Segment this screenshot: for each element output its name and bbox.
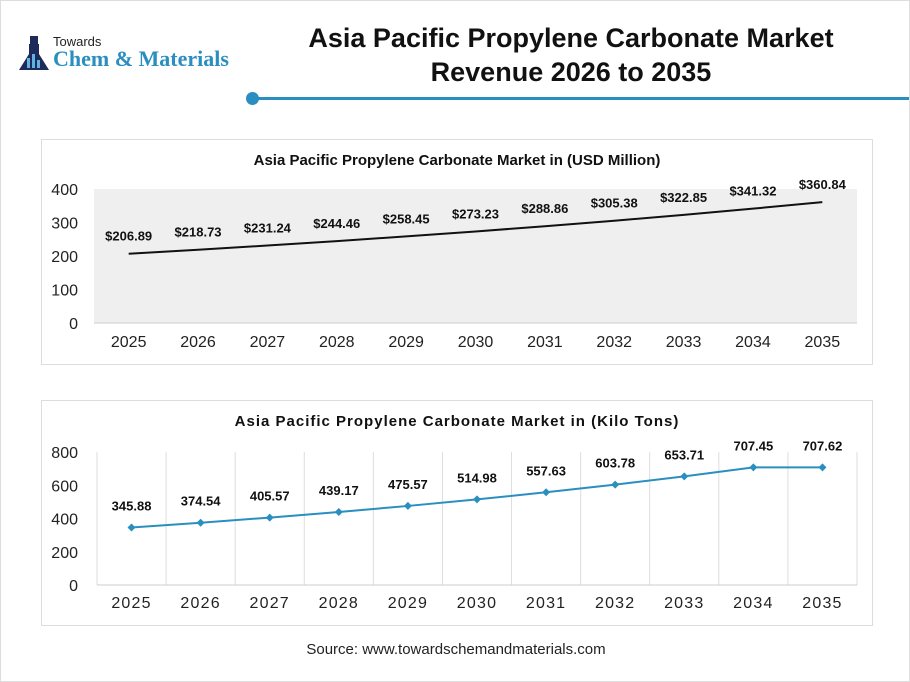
data-point	[127, 523, 136, 532]
y-tick-label: 0	[69, 316, 78, 333]
data-label: 707.45	[733, 438, 773, 453]
y-tick-label: 300	[51, 216, 78, 233]
data-label: 653.71	[664, 447, 704, 462]
x-tick-label: 2034	[735, 334, 771, 351]
y-tick-label: 0	[69, 578, 78, 595]
data-label: $258.45	[383, 211, 430, 226]
y-tick-label: 100	[51, 283, 78, 300]
logo-line1: Towards	[53, 34, 102, 49]
data-point	[473, 495, 481, 504]
y-tick-label: 600	[51, 478, 78, 495]
y-tick-label: 200	[51, 249, 78, 266]
data-label: 345.88	[112, 498, 152, 513]
y-tick-label: 400	[51, 182, 78, 199]
volume-chart: Asia Pacific Propylene Carbonate Market …	[51, 413, 858, 612]
data-point	[542, 488, 551, 497]
data-label: $244.46	[313, 216, 360, 231]
flask-icon	[19, 36, 49, 70]
data-label: $206.89	[105, 229, 152, 244]
chart-title: Asia Pacific Propylene Carbonate Market …	[235, 413, 680, 430]
x-tick-label: 2033	[664, 595, 704, 612]
series-line	[128, 201, 823, 255]
x-tick-label: 2025	[111, 334, 147, 351]
x-tick-label: 2027	[250, 334, 286, 351]
data-label: 405.57	[250, 489, 290, 504]
chart-title: Asia Pacific Propylene Carbonate Market …	[254, 152, 661, 169]
x-tick-label: 2034	[733, 595, 773, 612]
data-label: $218.73	[175, 225, 222, 240]
data-label: 475.57	[388, 477, 428, 492]
x-tick-label: 2032	[595, 595, 635, 612]
x-tick-label: 2030	[457, 595, 497, 612]
source-text: Source: www.towardschemandmaterials.com	[306, 641, 606, 658]
data-label: 603.78	[595, 456, 635, 471]
data-label: $305.38	[591, 196, 638, 211]
y-tick-label: 800	[51, 445, 78, 462]
x-tick-label: 2026	[180, 595, 220, 612]
x-tick-label: 2031	[526, 595, 566, 612]
data-label: 439.17	[319, 483, 359, 498]
data-point	[334, 507, 343, 516]
x-tick-label: 2033	[666, 334, 702, 351]
x-tick-label: 2029	[388, 595, 428, 612]
data-label: $273.23	[452, 206, 499, 221]
x-tick-label: 2032	[596, 334, 632, 351]
data-label: 514.98	[457, 470, 497, 485]
title-rule	[251, 97, 909, 100]
data-label: 374.54	[181, 494, 222, 509]
revenue-chart: Asia Pacific Propylene Carbonate Market …	[51, 152, 857, 351]
x-tick-label: 2028	[319, 595, 359, 612]
data-label: $288.86	[521, 201, 568, 216]
data-label: $341.32	[729, 184, 776, 199]
x-tick-label: 2026	[180, 334, 216, 351]
data-label: 557.63	[526, 463, 566, 478]
x-tick-label: 2028	[319, 334, 355, 351]
page-title: Asia Pacific Propylene Carbonate Market …	[261, 21, 881, 89]
chart-panel-volume: Asia Pacific Propylene Carbonate Market …	[41, 400, 873, 626]
data-label: $360.84	[799, 177, 847, 192]
y-tick-label: 200	[51, 545, 78, 562]
data-point	[680, 472, 689, 481]
data-point	[611, 480, 620, 489]
x-tick-label: 2025	[111, 595, 151, 612]
data-label: $231.24	[244, 221, 292, 236]
logo-line2: Chem & Materials	[53, 46, 229, 71]
data-point	[818, 463, 827, 472]
x-tick-label: 2035	[805, 334, 841, 351]
data-point	[196, 518, 205, 527]
data-point	[265, 513, 274, 522]
x-tick-label: 2030	[458, 334, 494, 351]
title-line2: Revenue 2026 to 2035	[430, 57, 712, 87]
data-point	[749, 463, 758, 472]
title-line1: Asia Pacific Propylene Carbonate Market	[308, 23, 834, 53]
data-label: 707.62	[803, 438, 843, 453]
x-tick-label: 2027	[250, 595, 290, 612]
data-point	[403, 501, 412, 510]
x-tick-label: 2029	[388, 334, 424, 351]
y-tick-label: 400	[51, 512, 78, 529]
x-tick-label: 2035	[802, 595, 842, 612]
chart-panel-revenue: Asia Pacific Propylene Carbonate Market …	[41, 139, 873, 365]
x-tick-label: 2031	[527, 334, 563, 351]
data-label: $322.85	[660, 190, 707, 205]
